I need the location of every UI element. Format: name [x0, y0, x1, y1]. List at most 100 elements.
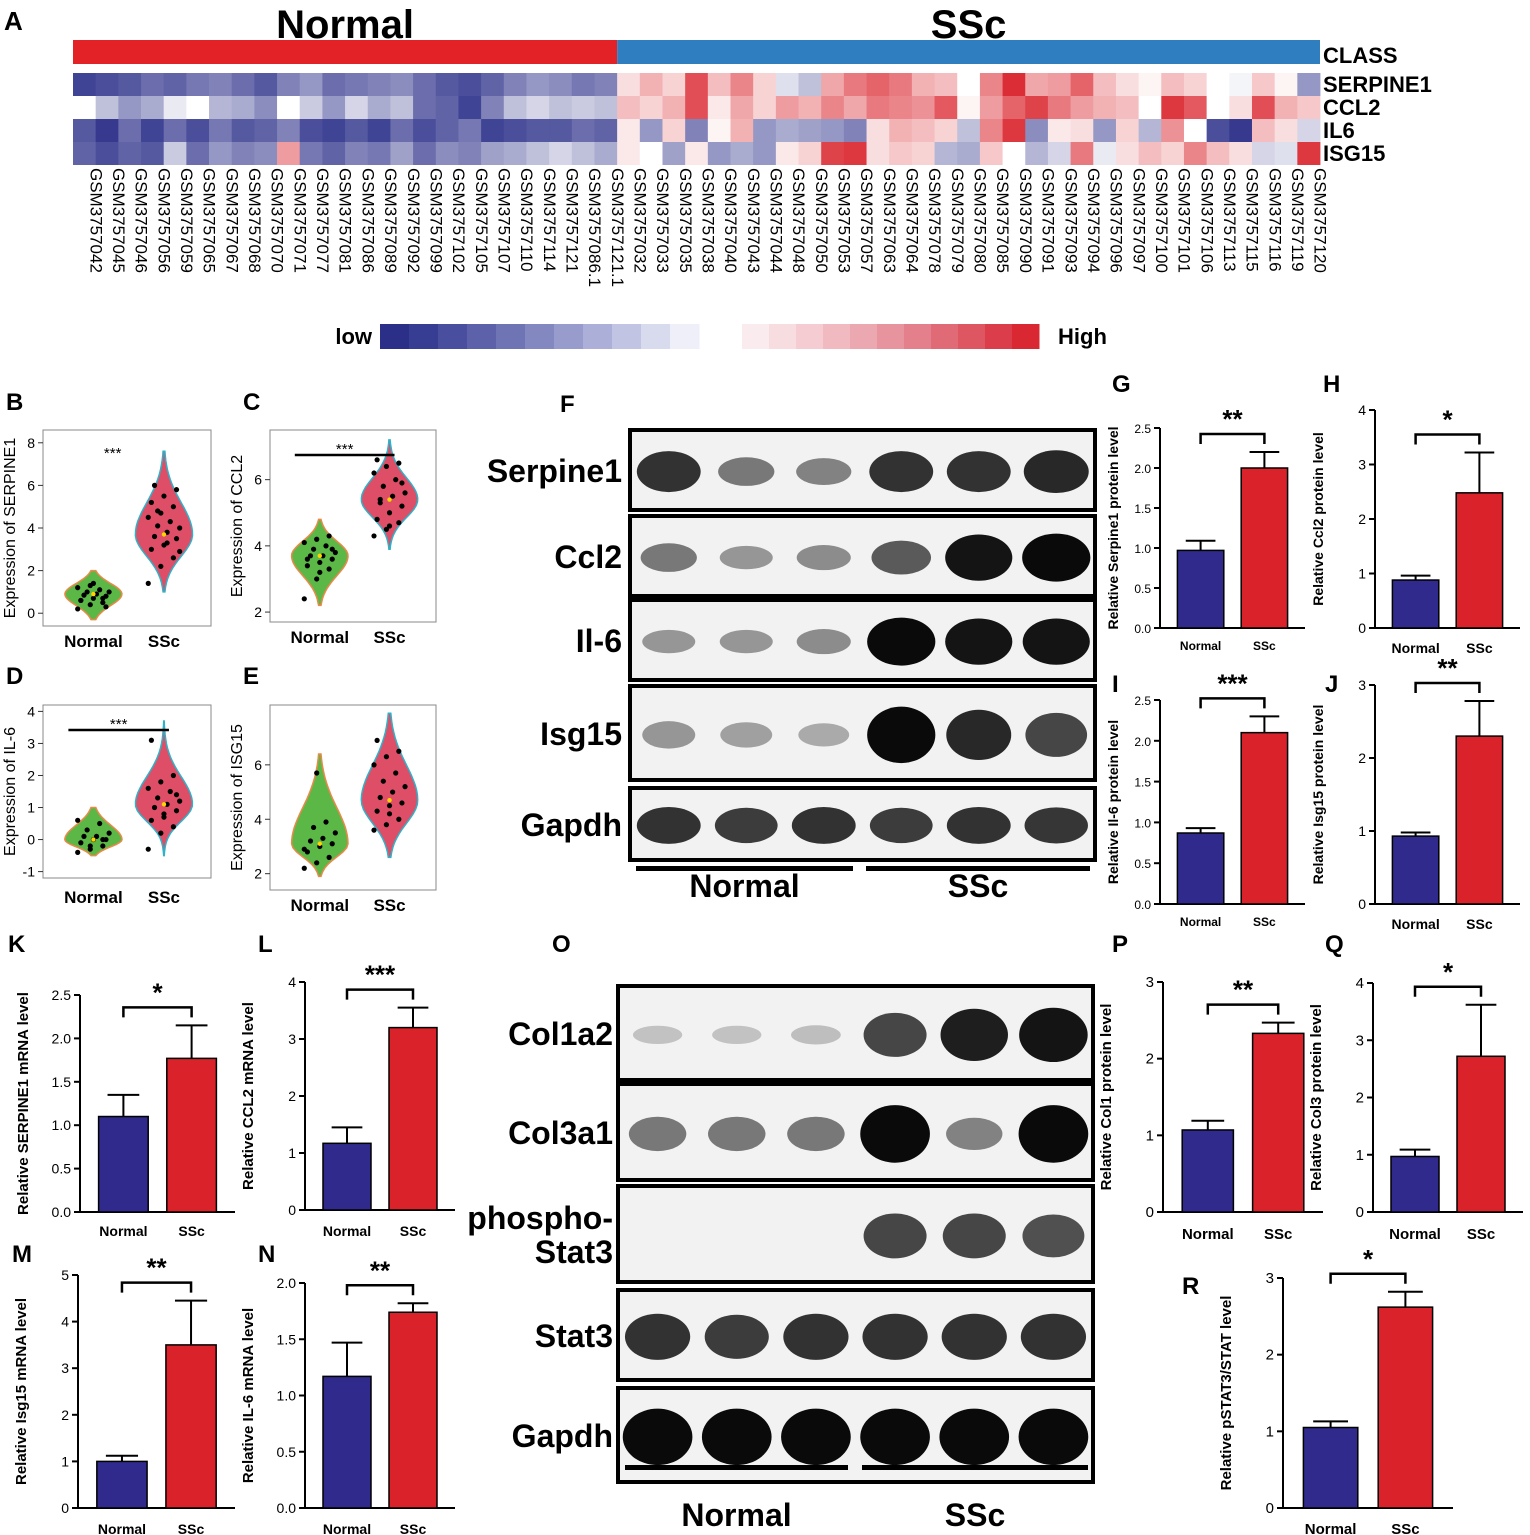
heatmap-cell: [1115, 119, 1140, 142]
bar-ssc: [388, 1311, 438, 1509]
heatmap-cell: [413, 96, 437, 119]
data-point: [310, 824, 317, 831]
y-tick-label: 1.5: [1134, 502, 1151, 516]
heatmap-cell: [798, 96, 822, 119]
heatmap-cell: [141, 96, 165, 119]
heatmap-cell: [73, 96, 97, 119]
y-tick-label: 8: [27, 435, 35, 451]
heatmap-cell: [571, 142, 595, 165]
blot-band: [718, 457, 775, 486]
y-tick-label: 3: [1146, 974, 1154, 991]
blot-strip: [628, 786, 1097, 862]
colorbar-swatch: [612, 324, 642, 349]
data-point: [148, 546, 154, 552]
gene-label: ISG15: [1323, 141, 1385, 166]
heatmap-cell: [141, 73, 165, 96]
colorbar-swatch: [985, 324, 1013, 349]
y-tick-label: 2.0: [277, 1275, 297, 1291]
data-point: [100, 843, 106, 849]
blot-band: [1023, 450, 1089, 493]
y-tick-label: 3: [1356, 1032, 1364, 1049]
x-category-label: Normal: [1391, 916, 1439, 932]
heatmap-cell: [390, 119, 414, 142]
sample-label: GSM3757038: [699, 168, 718, 273]
heatmap-cell: [979, 96, 1003, 119]
bar-ssc: [1240, 731, 1289, 905]
violin-normal: [290, 753, 349, 878]
group-label-normal: Normal: [276, 3, 414, 47]
x-category-label: Normal: [98, 1521, 146, 1535]
y-tick-label: 2.0: [52, 1030, 72, 1046]
data-point: [390, 789, 396, 795]
x-category-label: SSc: [148, 888, 180, 907]
y-tick-label: 6: [254, 472, 262, 488]
heatmap-cell: [1047, 73, 1071, 96]
sample-label: GSM3757121.1: [608, 168, 627, 287]
blot-band: [636, 451, 701, 493]
heatmap-cell: [798, 119, 822, 142]
x-category-label: Normal: [64, 888, 123, 907]
bar-normal: [1391, 579, 1440, 629]
y-tick-label: 2.0: [1134, 462, 1151, 476]
panel-letter: J: [1325, 671, 1338, 698]
y-tick-label: 1.0: [52, 1117, 72, 1133]
blot-band: [1024, 807, 1088, 844]
data-point: [386, 803, 393, 809]
median-point: [161, 532, 167, 537]
data-point: [383, 754, 390, 760]
heatmap-cell: [481, 142, 505, 165]
heatmap-cell: [843, 119, 867, 142]
heatmap-cell: [481, 96, 505, 119]
sample-label: GSM3757044: [767, 168, 786, 273]
heatmap-cell: [186, 73, 210, 96]
heatmap-cell: [277, 119, 301, 142]
sample-label: GSM3757032: [630, 168, 649, 273]
y-tick-label: 0: [27, 832, 35, 848]
bar-ssc: [388, 1026, 438, 1211]
blot-band: [712, 1025, 762, 1045]
blot-band: [871, 540, 932, 575]
sample-label: GSM3757056: [154, 168, 173, 273]
sample-label: GSM3757048: [789, 168, 808, 273]
sample-label: GSM3757065: [200, 168, 219, 273]
data-point: [380, 778, 386, 784]
heatmap-cell: [617, 119, 641, 142]
panel-letter: D: [6, 663, 23, 690]
heatmap-cell: [911, 142, 935, 165]
x-category-label: Normal: [323, 1521, 371, 1535]
y-tick-label: 2: [254, 604, 262, 620]
heatmap-cell: [118, 96, 142, 119]
data-point: [371, 470, 377, 476]
heatmap-cell: [617, 73, 641, 96]
heatmap-cell: [503, 142, 527, 165]
x-category-label: SSc: [373, 628, 405, 647]
heatmap-cell: [957, 142, 981, 165]
data-point: [158, 563, 164, 569]
heatmap-cell: [118, 142, 142, 165]
colorbar-swatch: [904, 324, 932, 349]
data-point: [329, 546, 335, 552]
x-category-label: SSc: [1253, 915, 1276, 929]
x-category-label: Normal: [291, 896, 350, 915]
significance-bracket: [120, 1281, 193, 1293]
heatmap-cell: [367, 119, 391, 142]
blot-band: [1019, 1007, 1088, 1063]
heatmap-cell: [889, 142, 913, 165]
colorbar-swatch: [742, 324, 770, 349]
data-point: [151, 482, 158, 488]
heatmap-cell: [209, 73, 233, 96]
data-point: [158, 830, 164, 836]
heatmap-cell: [639, 73, 663, 96]
heatmap-cell: [821, 96, 845, 119]
heatmap-cell: [526, 96, 550, 119]
sample-label: GSM3757035: [676, 168, 695, 273]
violin-ssc: [360, 439, 419, 550]
data-point: [399, 800, 405, 806]
heatmap-cell: [1251, 96, 1276, 119]
heatmap-cell: [843, 96, 867, 119]
blot-band: [869, 451, 934, 493]
blot-band: [1020, 1313, 1087, 1360]
heatmap-cell: [775, 73, 799, 96]
colorbar-swatch: [583, 324, 613, 349]
sample-label: GSM3757089: [381, 168, 400, 273]
